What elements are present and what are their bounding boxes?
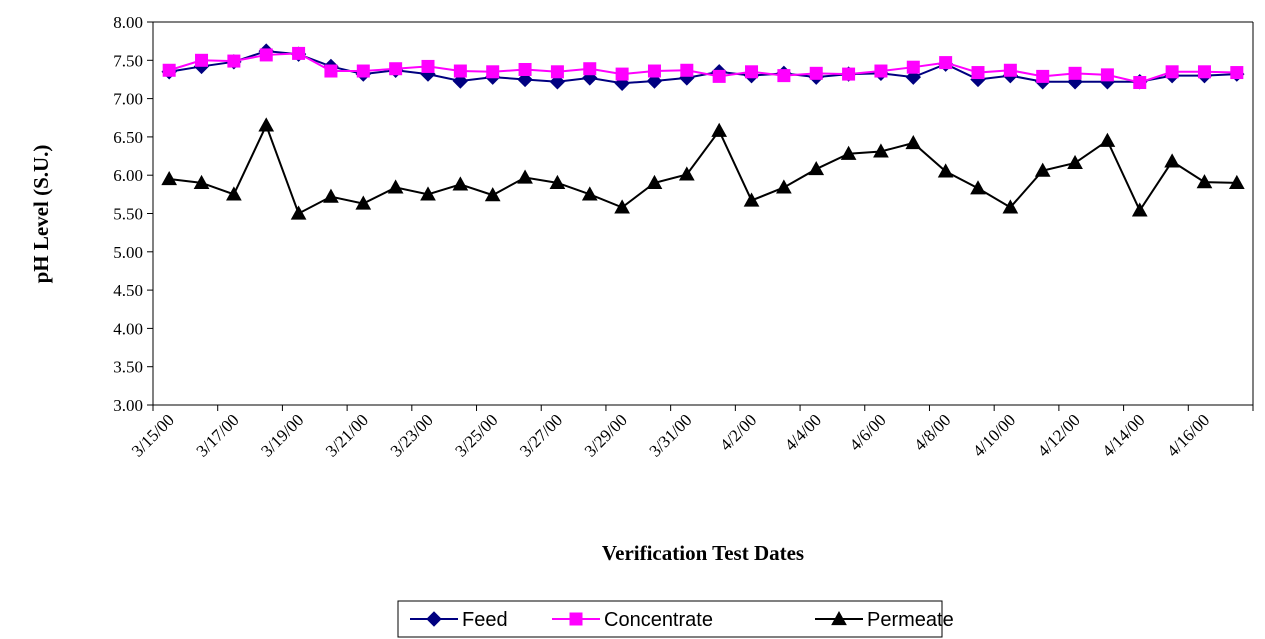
concentrate-point — [778, 70, 790, 82]
concentrate-legend-label: Concentrate — [604, 609, 713, 631]
concentrate-point — [1069, 67, 1081, 79]
x-axis-title: Verification Test Dates — [602, 541, 804, 565]
permeate-point — [1068, 156, 1082, 169]
concentrate-point — [325, 65, 337, 77]
concentrate-point — [1134, 77, 1146, 89]
concentrate-point — [746, 66, 758, 78]
concentrate-point — [357, 65, 369, 77]
concentrate-point — [1166, 66, 1178, 78]
x-tick-label: 3/23/00 — [387, 410, 437, 460]
permeate-point — [809, 162, 823, 175]
y-tick-label: 7.50 — [113, 51, 143, 70]
concentrate-point — [390, 63, 402, 75]
concentrate-point — [1037, 70, 1049, 82]
concentrate-point — [163, 64, 175, 76]
concentrate-legend-marker — [570, 613, 582, 625]
permeate-point — [745, 193, 759, 206]
concentrate-point — [422, 60, 434, 72]
concentrate-point — [260, 49, 272, 61]
x-tick-label: 4/2/00 — [716, 410, 760, 454]
x-tick-label: 4/16/00 — [1163, 410, 1213, 460]
y-tick-label: 7.00 — [113, 90, 143, 109]
legend: Feed Concentrate Permeate — [398, 601, 954, 637]
x-ticks: 3/15/00 3/17/00 3/19/00 3/21/00 3/23/00 3/25/… — [128, 405, 1253, 461]
y-axis-title: pH Level (S.U.) — [29, 145, 53, 284]
permeate-point — [259, 118, 273, 131]
concentrate-point — [843, 68, 855, 80]
y-tick-label: 6.50 — [113, 128, 143, 147]
concentrate-point — [487, 66, 499, 78]
concentrate-point — [1004, 64, 1016, 76]
concentrate-point — [681, 64, 693, 76]
x-tick-label: 3/15/00 — [128, 410, 178, 460]
x-tick-label: 3/31/00 — [645, 410, 695, 460]
permeate-point — [1100, 134, 1114, 147]
permeate-point — [712, 124, 726, 137]
permeate-point — [162, 172, 176, 185]
permeate-point — [615, 200, 629, 213]
permeate-point — [324, 190, 338, 203]
concentrate-point — [519, 63, 531, 75]
concentrate-point — [1231, 67, 1243, 79]
permeate-point — [777, 180, 791, 193]
x-tick-label: 4/4/00 — [781, 410, 825, 454]
x-axis: 3/15/00 3/17/00 3/19/00 3/21/00 3/23/00 3/25/… — [128, 405, 1253, 461]
legend-items: Feed Concentrate Permeate — [410, 609, 954, 631]
x-tick-label: 3/19/00 — [257, 410, 307, 460]
concentrate-point — [907, 61, 919, 73]
permeate-point — [518, 170, 532, 183]
y-tick-label: 3.50 — [113, 358, 143, 377]
x-tick-label: 3/25/00 — [451, 410, 501, 460]
concentrate-point — [713, 70, 725, 82]
concentrate-point — [940, 57, 952, 69]
permeate-point — [906, 136, 920, 149]
concentrate-point — [648, 65, 660, 77]
y-tick-label: 8.00 — [113, 13, 143, 32]
permeate-point — [389, 180, 403, 193]
y-axis: 3.00 3.50 4.00 4.50 5.00 5.50 6.00 6.50 7.00 7.50… — [113, 13, 153, 415]
concentrate-point — [584, 63, 596, 75]
x-tick-label: 3/29/00 — [581, 410, 631, 460]
y-tick-label: 4.50 — [113, 281, 143, 300]
concentrate-point — [972, 67, 984, 79]
x-tick-label: 4/14/00 — [1098, 410, 1148, 460]
y-tick-label: 3.00 — [113, 396, 143, 415]
concentrate-point — [1101, 69, 1113, 81]
x-tick-label: 4/12/00 — [1034, 410, 1084, 460]
concentrate-point — [228, 55, 240, 67]
concentrate-point — [293, 47, 305, 59]
concentrate-point — [551, 66, 563, 78]
permeate-series — [162, 118, 1244, 219]
permeate-point — [292, 207, 306, 220]
permeate-point — [971, 181, 985, 194]
concentrate-point — [196, 54, 208, 66]
x-tick-label: 4/10/00 — [969, 410, 1019, 460]
concentrate-point — [454, 65, 466, 77]
x-tick-label: 4/8/00 — [910, 410, 954, 454]
concentrate-point — [616, 68, 628, 80]
series-layer — [162, 44, 1244, 219]
permeate-point — [1165, 154, 1179, 167]
concentrate-point — [1198, 66, 1210, 78]
y-ticks: 3.00 3.50 4.00 4.50 5.00 5.50 6.00 6.50 7.00 7.50… — [113, 13, 153, 415]
x-tick-label: 3/27/00 — [516, 410, 566, 460]
permeate-legend-label: Permeate — [867, 609, 954, 631]
x-tick-label: 4/6/00 — [846, 410, 890, 454]
y-tick-label: 5.00 — [113, 243, 143, 262]
y-tick-label: 6.00 — [113, 166, 143, 185]
x-tick-label: 3/17/00 — [193, 410, 243, 460]
y-tick-label: 4.00 — [113, 319, 143, 338]
concentrate-point — [810, 67, 822, 79]
permeate-point — [453, 177, 467, 190]
x-tick-label: 3/21/00 — [322, 410, 372, 460]
permeate-point — [1133, 203, 1147, 216]
concentrate-point — [875, 65, 887, 77]
feed-legend-label: Feed — [462, 609, 508, 631]
y-tick-label: 5.50 — [113, 205, 143, 224]
